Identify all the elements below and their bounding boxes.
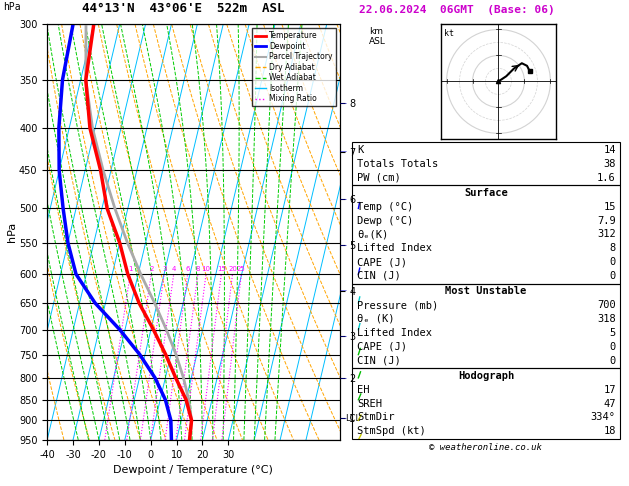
Text: Pressure (mb): Pressure (mb) [357,300,438,310]
Text: StmSpd (kt): StmSpd (kt) [357,426,426,436]
Text: Surface: Surface [464,188,508,198]
Text: 0: 0 [610,342,616,352]
Legend: Temperature, Dewpoint, Parcel Trajectory, Dry Adiabat, Wet Adiabat, Isotherm, Mi: Temperature, Dewpoint, Parcel Trajectory… [252,28,336,106]
Text: 22.06.2024  06GMT  (Base: 06): 22.06.2024 06GMT (Base: 06) [359,5,554,15]
Text: —: — [339,243,347,248]
Text: SREH: SREH [357,399,382,409]
Text: 10: 10 [201,266,211,272]
Text: 38: 38 [603,158,616,169]
Text: Totals Totals: Totals Totals [357,158,438,169]
Text: 0: 0 [610,356,616,365]
Text: 1.6: 1.6 [597,173,616,183]
Text: 15: 15 [217,266,226,272]
Text: 700: 700 [597,300,616,310]
Y-axis label: hPa: hPa [8,222,18,242]
Text: StmDir: StmDir [357,412,395,422]
Y-axis label: km
ASL: km ASL [369,27,386,47]
Text: 318: 318 [597,314,616,324]
Text: 0: 0 [610,257,616,267]
Text: 6: 6 [186,266,190,272]
Text: EH: EH [357,385,370,395]
Text: 17: 17 [603,385,616,395]
Text: —: — [339,149,347,155]
Text: —: — [339,375,347,381]
Text: Hodograph: Hodograph [458,371,514,381]
Text: —: — [339,288,347,294]
Text: 14: 14 [603,145,616,155]
Text: —: — [339,196,347,202]
Text: 3: 3 [162,266,167,272]
Text: 4: 4 [172,266,176,272]
Text: 20: 20 [228,266,237,272]
Text: © weatheronline.co.uk: © weatheronline.co.uk [430,443,542,451]
X-axis label: Dewpoint / Temperature (°C): Dewpoint / Temperature (°C) [113,465,274,475]
Text: 334°: 334° [591,412,616,422]
Text: CAPE (J): CAPE (J) [357,257,407,267]
Text: Temp (°C): Temp (°C) [357,202,413,212]
Text: 2: 2 [149,266,153,272]
Text: 18: 18 [603,426,616,436]
Text: 47: 47 [603,399,616,409]
Text: θₑ(K): θₑ(K) [357,229,389,240]
Text: kt: kt [444,30,454,38]
Text: —: — [339,416,347,421]
Text: PW (cm): PW (cm) [357,173,401,183]
Text: 25: 25 [237,266,246,272]
Text: 44°13'N  43°06'E  522m  ASL: 44°13'N 43°06'E 522m ASL [82,2,284,16]
Text: Lifted Index: Lifted Index [357,243,432,253]
Text: CAPE (J): CAPE (J) [357,342,407,352]
Text: 1: 1 [128,266,133,272]
Text: —: — [339,100,347,106]
Text: —: — [339,333,347,339]
Text: 8: 8 [610,243,616,253]
Text: CIN (J): CIN (J) [357,356,401,365]
Text: 8: 8 [196,266,200,272]
Text: K: K [357,145,364,155]
Text: 312: 312 [597,229,616,240]
Text: 7.9: 7.9 [597,215,616,226]
Text: Lifted Index: Lifted Index [357,328,432,338]
Text: hPa: hPa [3,2,21,13]
Text: 15: 15 [603,202,616,212]
Text: θₑ (K): θₑ (K) [357,314,395,324]
Text: Most Unstable: Most Unstable [445,286,526,296]
Text: Dewp (°C): Dewp (°C) [357,215,413,226]
Text: 5: 5 [610,328,616,338]
Text: CIN (J): CIN (J) [357,271,401,281]
Text: LCL: LCL [345,414,360,423]
Text: 0: 0 [610,271,616,281]
